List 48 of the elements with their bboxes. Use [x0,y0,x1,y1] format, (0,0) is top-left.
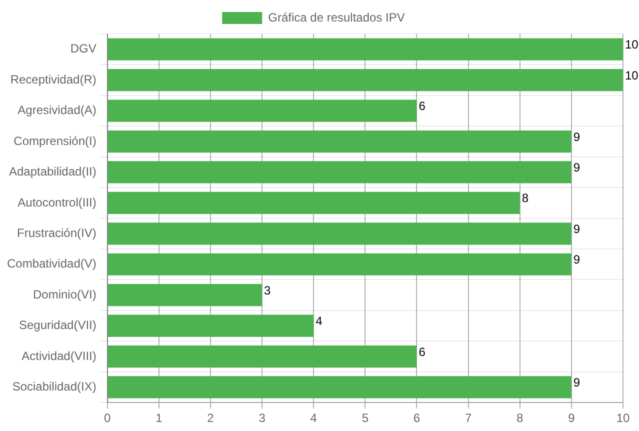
data-label: 4 [316,314,323,328]
x-tick-label: 5 [362,411,369,426]
y-tick-label: Autocontrol(III) [18,195,96,210]
data-label: 3 [264,283,272,298]
data-label: 9 [573,375,580,390]
y-tick-label: Frustración(IV) [17,226,96,240]
data-label: 9 [573,130,580,144]
bar [108,314,314,337]
x-tick-label: 9 [568,411,576,426]
data-label: 6 [418,344,426,359]
y-tick-label: Dominio(VI) [33,287,96,302]
x-tick-label: 7 [464,411,472,426]
y-tick-label: Sociabilidad(IX) [12,380,96,394]
x-tick-label: 6 [413,411,420,426]
data-label: 9 [573,252,580,267]
data-label: 8 [522,191,529,206]
y-tick-label: Adaptabilidad(II) [8,164,96,179]
bar [108,222,572,245]
y-tick-label: Receptividad(R) [10,72,96,86]
y-tick-label: DGV [70,42,96,56]
y-tick-label: Seguridad(VII) [18,318,96,332]
bar [108,253,572,276]
x-tick-label: 4 [310,411,318,426]
bar [108,38,623,60]
x-tick-label: 10 [616,411,630,426]
legend-label: Gráfica de resultados IPV [268,10,405,24]
y-tick-label: Comprensión(I) [14,134,96,148]
x-tick-label: 8 [516,411,524,426]
x-tick-label: 2 [207,411,214,426]
bar [108,284,262,306]
data-label: 6 [418,99,426,114]
y-tick-label: Actividad(VIII) [22,348,96,363]
data-label: 9 [573,160,580,174]
bar [108,161,572,184]
bar [108,376,572,398]
data-label: 9 [573,222,580,236]
data-label: 10 [625,68,639,82]
bar [108,345,417,368]
bar [108,69,623,92]
bar [108,100,417,122]
x-tick-label: 0 [104,411,112,426]
bar [108,192,520,214]
y-tick-label: Combatividad(V) [6,256,96,271]
y-tick-label: Agresividad(A) [18,103,96,118]
x-tick-label: 1 [156,411,163,426]
data-label: 10 [625,38,639,52]
bar [108,130,572,153]
x-tick-label: 3 [258,411,266,426]
